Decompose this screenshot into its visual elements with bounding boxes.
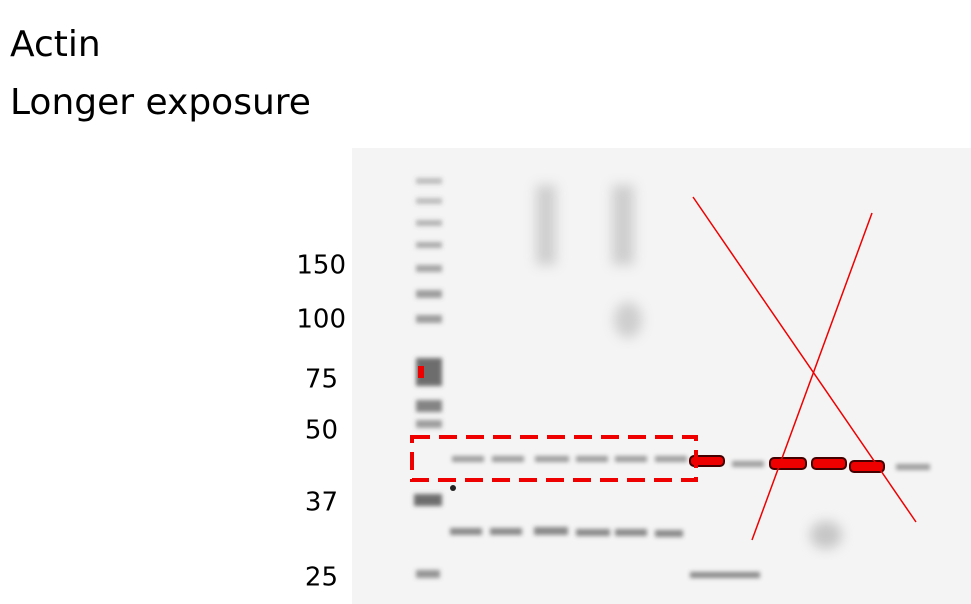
blot bbox=[352, 148, 971, 604]
title: Actin bbox=[10, 24, 101, 65]
marker-labels: 150 100 75 50 37 25 bbox=[296, 251, 346, 593]
marker-label: 50 bbox=[305, 416, 338, 446]
marker-label: 150 bbox=[296, 251, 346, 281]
marker-label: 25 bbox=[305, 563, 338, 593]
marker-label: 100 bbox=[296, 305, 346, 335]
subtitle: Longer exposure bbox=[10, 82, 311, 123]
marker-label: 37 bbox=[305, 488, 338, 518]
marker-label: 75 bbox=[305, 365, 338, 395]
